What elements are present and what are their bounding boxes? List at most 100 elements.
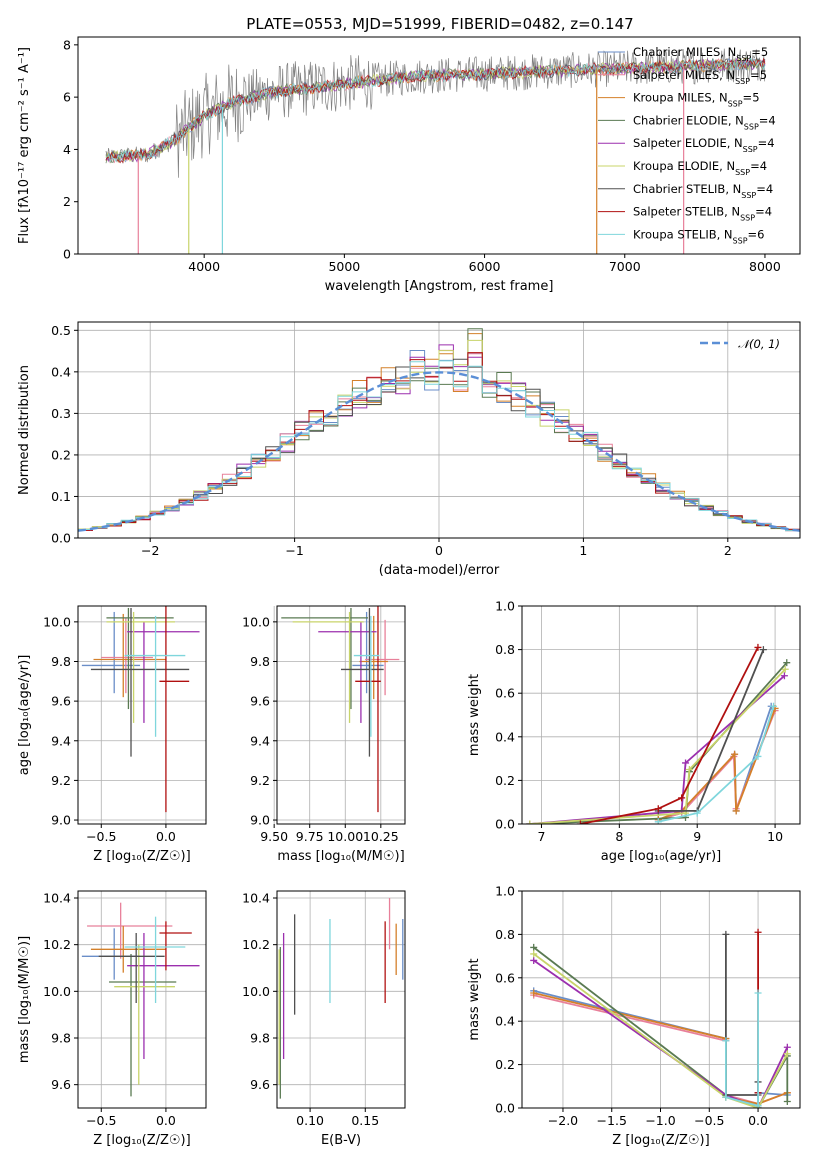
plus-marker	[783, 1097, 791, 1105]
x-tick-label: −1.0	[645, 1113, 675, 1128]
errorbar-point	[124, 615, 186, 737]
panel-age_vs_mass: 9.50 9.75 10.00 10.25 9.0 9.2 9.4 9.6 9.8 10.0 mas…	[242, 605, 406, 864]
y-tick-label: 9.8	[51, 1031, 71, 1046]
legend-nssp-sub: SSP	[740, 213, 755, 222]
plus-marker	[732, 807, 740, 815]
series-line	[529, 675, 785, 824]
y-tick-label: 0.2	[495, 1057, 515, 1072]
legend-entry: Salpeter STELIB, NSSP=4	[633, 205, 772, 223]
data-spectrum-line	[105, 48, 766, 178]
errorbar-point	[87, 902, 173, 959]
plot-area	[278, 898, 404, 1099]
x-tick-label: 9.50	[260, 829, 288, 844]
y-tick-label: 9.8	[51, 654, 71, 669]
mass-weight-series	[722, 930, 762, 1099]
x-tick-label: 0.15	[351, 1113, 379, 1128]
mass-weight-series	[654, 646, 767, 815]
y-tick-label: 10.4	[43, 891, 71, 906]
y-tick-label: 10.0	[43, 614, 71, 629]
x-tick-label: −2	[141, 543, 159, 558]
y-tick-label: 2	[63, 194, 71, 209]
plus-marker	[754, 1102, 762, 1108]
legend-nssp-value: 5	[760, 68, 767, 82]
x-tick-label: 8	[615, 829, 623, 844]
plus-marker	[754, 989, 762, 997]
plus-marker	[759, 646, 767, 654]
legend-nssp-eq: =	[748, 227, 758, 241]
errorbar-point	[292, 611, 364, 723]
series-line	[658, 706, 775, 823]
legend-entry: Kroupa STELIB, NSSP=6	[633, 227, 765, 245]
plus-marker	[783, 1050, 791, 1058]
y-axis-label: age [log₁₀(age/yr)]	[17, 655, 32, 776]
x-tick-label: 1	[579, 543, 587, 558]
y-tick-label: 6	[63, 90, 71, 105]
plus-marker	[678, 794, 686, 802]
errorbar-point	[353, 615, 380, 737]
legend-nssp-sub: SSP	[741, 190, 756, 199]
panel-mass_vs_ebv: 0.10 0.15 9.6 9.8 10.0 10.2 10.4 E(B-V)	[242, 890, 406, 1148]
y-axis-label: mass weight	[467, 674, 482, 756]
series-line	[533, 953, 789, 1108]
mass-weight-series	[654, 702, 778, 824]
plus-marker	[722, 1037, 730, 1045]
legend-label: Salpeter ELODIE	[633, 136, 727, 150]
series-line	[658, 649, 765, 812]
errorbar-point	[98, 933, 165, 1003]
x-axis-label: Z [log₁₀(Z/Z☉)]	[612, 1133, 709, 1148]
x-axis-label: mass [log₁₀(M/M☉)]	[277, 849, 404, 864]
legend-nssp-eq: =	[755, 205, 765, 219]
legend-nssp-eq: =	[751, 45, 761, 59]
x-tick-label: 10.25	[363, 829, 399, 844]
y-tick-label: 0.4	[495, 729, 515, 744]
y-tick-label: 9.2	[51, 773, 71, 788]
legend-nssp-value: 4	[767, 136, 774, 150]
mass-weight-series	[526, 672, 788, 824]
legend-label: Kroupa STELIB	[633, 227, 717, 241]
y-tick-label: 1.0	[495, 884, 515, 899]
errorbar-point	[159, 921, 192, 971]
x-axis-label: Z [log₁₀(Z/Z☉)]	[93, 849, 190, 864]
legend-nssp-sub: SSP	[744, 122, 759, 131]
errorbar-point	[93, 613, 166, 698]
plus-marker	[754, 643, 762, 651]
legend-nssp-prefix: , N	[728, 113, 744, 127]
x-tick-label: 7000	[609, 259, 641, 274]
legend-nssp-value: 4	[765, 205, 772, 219]
legend-label: Chabrier STELIB	[633, 182, 725, 196]
errorbar-point	[355, 606, 381, 813]
legend-entry: Chabrier STELIB, NSSP=4	[633, 182, 773, 200]
plus-marker	[693, 809, 701, 817]
legend-nssp-sub: SSP	[735, 76, 750, 85]
y-tick-label: 4	[63, 142, 71, 157]
mass-weight-series	[526, 659, 791, 824]
y-tick-label: 9.6	[51, 1077, 71, 1092]
y-tick-label: 0.5	[51, 323, 71, 338]
legend-nssp-eq: =	[750, 68, 760, 82]
x-tick-label: 9	[693, 829, 701, 844]
errorbar-point	[90, 926, 166, 973]
legend-nssp-sub: SSP	[733, 236, 748, 245]
y-tick-label: 9.4	[250, 733, 270, 748]
y-tick-label: 0.0	[495, 817, 515, 832]
y-tick-label: 0.8	[495, 927, 515, 942]
legend-nssp-value: 4	[768, 113, 775, 127]
x-tick-label: −2.0	[548, 1113, 578, 1128]
axes-frame	[77, 36, 801, 255]
x-tick-label: −0.5	[86, 1113, 116, 1128]
y-tick-label: 0.2	[495, 773, 515, 788]
errorbar-point	[127, 621, 200, 723]
y-tick-label: 1.0	[495, 599, 515, 614]
errorbar-point	[127, 933, 200, 1059]
legend-nssp-eq: =	[758, 136, 768, 150]
plot-area	[530, 928, 791, 1108]
y-tick-label: 10.0	[43, 984, 71, 999]
y-tick-label: 9.6	[250, 694, 270, 709]
plus-marker	[722, 1093, 730, 1101]
errorbar-point	[124, 916, 186, 1003]
axes-frame	[276, 890, 406, 1109]
legend-nssp-prefix: , N	[725, 182, 741, 196]
x-tick-label: 10	[767, 829, 783, 844]
